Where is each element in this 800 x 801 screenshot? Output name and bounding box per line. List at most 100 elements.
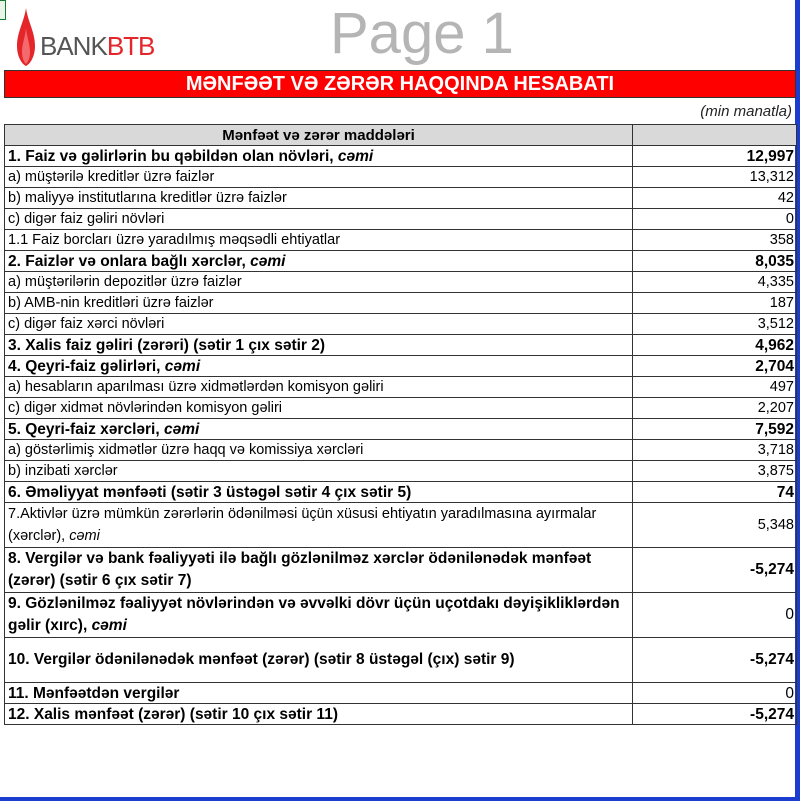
- row-label: c) digər xidmət növlərindən komisyon gəl…: [4, 397, 633, 419]
- table-row: 1. Faiz və gəlirlərin bu qəbildən olan n…: [4, 145, 797, 167]
- row-label: a) müştərilərin depozitlər üzrə faizlər: [4, 271, 633, 293]
- row-label-text: c) digər faiz xərci növləri: [8, 315, 165, 332]
- table-row: 5. Qeyri-faiz xərcləri, cəmi 7,592: [4, 418, 797, 440]
- row-label-text: c) digər xidmət növlərindən komisyon gəl…: [8, 399, 283, 416]
- row-label-text: a) göstərlimiş xidmətlər üzrə haqq və ko…: [8, 441, 364, 458]
- row-value: 2,704: [632, 355, 797, 377]
- row-label: 4. Qeyri-faiz gəlirləri, cəmi: [4, 355, 633, 377]
- row-label-text: 8. Vergilər və bank fəaliyyəti ilə bağlı…: [8, 550, 592, 589]
- row-label-text: 9. Gözlənilməz fəaliyyət növlərindən və …: [8, 595, 620, 634]
- row-value: 0: [632, 682, 797, 704]
- logo-text-bank: BANK: [40, 31, 108, 61]
- table-row: 12. Xalis mənfəət (zərər) (sətir 10 çıx …: [4, 703, 797, 725]
- row-label-text: a) hesabların aparılması üzrə xidmətlərd…: [8, 378, 384, 395]
- row-label-text: b) inzibati xərclər: [8, 462, 118, 479]
- row-label: b) AMB-nin kreditləri üzrə faizlər: [4, 292, 633, 314]
- row-label-text: 1. Faiz və gəlirlərin bu qəbildən olan n…: [8, 147, 338, 165]
- row-label-text: a) müştərilərin depozitlər üzrə faizlər: [8, 273, 242, 290]
- row-value: 3,875: [632, 460, 797, 482]
- row-label-italic: cəmi: [250, 252, 286, 270]
- row-value: 8,035: [632, 250, 797, 272]
- logo-text: BANKBTB: [40, 31, 156, 62]
- row-label-italic: cəmi: [164, 357, 201, 375]
- row-label: 12. Xalis mənfəət (zərər) (sətir 10 çıx …: [4, 703, 633, 725]
- row-label-text: 7.Aktivlər üzrə mümkün zərərlərin ödənil…: [8, 506, 597, 544]
- table-row: 4. Qeyri-faiz gəlirləri, cəmi 2,704: [4, 355, 797, 377]
- row-label: 6. Əməliyyat mənfəəti (sətir 3 üstəgəl s…: [4, 481, 633, 503]
- row-value: 0: [632, 208, 797, 230]
- window-border-bottom: [0, 797, 800, 801]
- header-items: Mənfəət və zərər maddələri: [4, 124, 633, 146]
- row-value: 4,962: [632, 334, 797, 356]
- row-label-text: a) müştərilə kreditlər üzrə faizlər: [8, 168, 215, 185]
- table-row: b) inzibati xərclər 3,875: [4, 460, 797, 482]
- table-row: 3. Xalis faiz gəliri (zərəri) (sətir 1 ç…: [4, 334, 797, 356]
- row-value: 7,592: [632, 418, 797, 440]
- table-body: 1. Faiz və gəlirlərin bu qəbildən olan n…: [4, 145, 797, 725]
- row-value: 0: [632, 592, 797, 638]
- row-value: 2,207: [632, 397, 797, 419]
- header-value: [632, 124, 797, 146]
- row-value: -5,274: [632, 703, 797, 725]
- table-row: 7.Aktivlər üzrə mümkün zərərlərin ödənil…: [4, 502, 797, 548]
- row-label: b) maliyyə institutlarına kreditlər üzrə…: [4, 187, 633, 209]
- table-row: 11. Mənfəətdən vergilər 0: [4, 682, 797, 704]
- table-row: c) digər xidmət növlərindən komisyon gəl…: [4, 397, 797, 419]
- row-label: c) digər faiz gəliri növləri: [4, 208, 633, 230]
- row-value: 42: [632, 187, 797, 209]
- row-value: 187: [632, 292, 797, 314]
- row-value: 12,997: [632, 145, 797, 167]
- row-label: a) hesabların aparılması üzrə xidmətlərd…: [4, 376, 633, 398]
- row-label-text: 6. Əməliyyat mənfəəti (sətir 3 üstəgəl s…: [8, 483, 412, 501]
- row-label-text: 11. Mənfəətdən vergilər: [8, 684, 180, 702]
- row-label-text: 1.1 Faiz borcları üzrə yaradılmış məqsəd…: [8, 231, 341, 248]
- table-row: 1.1 Faiz borcları üzrə yaradılmış məqsəd…: [4, 229, 797, 251]
- row-label-italic: cəmi: [337, 147, 374, 165]
- table-header-row: Mənfəət və zərər maddələri: [4, 124, 797, 146]
- row-label: 8. Vergilər və bank fəaliyyəti ilə bağlı…: [4, 547, 633, 593]
- row-label-text: 4. Qeyri-faiz gəlirləri,: [8, 357, 165, 375]
- row-value: 5,348: [632, 502, 797, 548]
- table-row: b) AMB-nin kreditləri üzrə faizlər 187: [4, 292, 797, 314]
- row-label: a) müştərilə kreditlər üzrə faizlər: [4, 166, 633, 188]
- row-value: 497: [632, 376, 797, 398]
- row-label: 7.Aktivlər üzrə mümkün zərərlərin ödənil…: [4, 502, 633, 548]
- unit-label: (min manatla): [700, 103, 792, 120]
- row-label-italic: cəmi: [163, 420, 200, 438]
- row-label-text: b) maliyyə institutlarına kreditlər üzrə…: [8, 189, 287, 206]
- row-value: 4,335: [632, 271, 797, 293]
- row-label-italic: cəmi: [91, 617, 127, 634]
- window-border-right: [795, 0, 800, 801]
- row-label-italic: cəmi: [69, 528, 100, 544]
- row-label: 1. Faiz və gəlirlərin bu qəbildən olan n…: [4, 145, 633, 167]
- row-label-text: b) AMB-nin kreditləri üzrə faizlər: [8, 294, 214, 311]
- row-value: -5,274: [632, 547, 797, 593]
- table-row: 10. Vergilər ödənilənədək mənfəət (zərər…: [4, 637, 797, 683]
- row-label: c) digər faiz xərci növləri: [4, 313, 633, 335]
- table-row: a) müştərilə kreditlər üzrə faizlər 13,31…: [4, 166, 797, 188]
- table-row: b) maliyyə institutlarına kreditlər üzrə…: [4, 187, 797, 209]
- table-row: a) göstərlimiş xidmətlər üzrə haqq və ko…: [4, 439, 797, 461]
- table-row: 2. Faizlər və onlara bağlı xərclər, cəmi…: [4, 250, 797, 272]
- row-value: 74: [632, 481, 797, 503]
- row-label-text: 3. Xalis faiz gəliri (zərəri) (sətir 1 ç…: [8, 336, 326, 354]
- row-label: 2. Faizlər və onlara bağlı xərclər, cəmi: [4, 250, 633, 272]
- table-row: a) müştərilərin depozitlər üzrə faizlər 4…: [4, 271, 797, 293]
- row-value: 13,312: [632, 166, 797, 188]
- row-value: -5,274: [632, 637, 797, 683]
- table-row: 6. Əməliyyat mənfəəti (sətir 3 üstəgəl s…: [4, 481, 797, 503]
- row-label-text: 5. Qeyri-faiz xərcləri,: [8, 420, 164, 438]
- row-label: 10. Vergilər ödənilənədək mənfəət (zərər…: [4, 637, 633, 683]
- row-value: 3,718: [632, 439, 797, 461]
- flame-icon: [17, 8, 35, 66]
- row-label-text: 10. Vergilər ödənilənədək mənfəət (zərər…: [8, 651, 515, 668]
- bank-logo: BANKBTB: [16, 8, 156, 66]
- income-statement-table: Mənfəət və zərər maddələri 1. Faiz və gə…: [4, 124, 797, 725]
- table-row: a) hesabların aparılması üzrə xidmətlərd…: [4, 376, 797, 398]
- row-label: b) inzibati xərclər: [4, 460, 633, 482]
- row-label: 5. Qeyri-faiz xərcləri, cəmi: [4, 418, 633, 440]
- cell-corner-marker: [0, 0, 6, 20]
- logo-text-btb: BTB: [106, 31, 156, 61]
- row-value: 358: [632, 229, 797, 251]
- report-title: MƏNFƏƏT VƏ ZƏRƏR HAQQINDA HESABATI: [4, 70, 796, 98]
